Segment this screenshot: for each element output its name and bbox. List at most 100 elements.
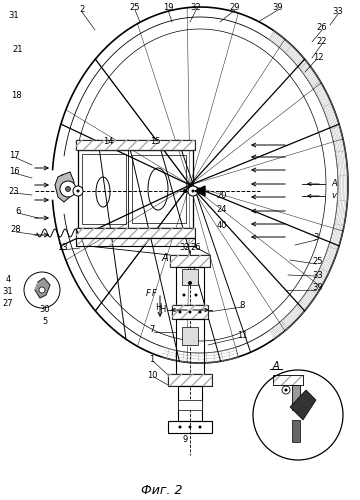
Bar — [172, 305, 208, 319]
Circle shape — [253, 370, 343, 460]
Bar — [132, 155, 186, 223]
Text: A: A — [162, 253, 168, 263]
Circle shape — [66, 186, 71, 192]
Text: 11: 11 — [237, 330, 247, 340]
Text: 32: 32 — [180, 244, 190, 252]
Bar — [182, 269, 198, 285]
Text: 17: 17 — [9, 150, 19, 160]
Text: 23: 23 — [9, 188, 19, 196]
Circle shape — [188, 281, 192, 285]
Bar — [168, 374, 212, 386]
Polygon shape — [290, 390, 316, 420]
Text: 8: 8 — [239, 300, 245, 310]
Bar — [168, 421, 212, 433]
Bar — [178, 400, 202, 410]
Bar — [292, 385, 300, 410]
Text: 29: 29 — [230, 4, 240, 13]
Text: 3: 3 — [313, 234, 319, 242]
Bar — [76, 238, 195, 246]
Text: 15: 15 — [150, 138, 160, 146]
Text: 16: 16 — [9, 168, 19, 176]
Bar — [78, 150, 193, 228]
Text: H: H — [159, 306, 165, 314]
Text: 24: 24 — [217, 206, 227, 214]
Text: 13: 13 — [57, 244, 67, 252]
Text: A: A — [273, 361, 279, 371]
Circle shape — [179, 426, 181, 428]
Circle shape — [189, 426, 192, 428]
Text: 5: 5 — [42, 318, 48, 326]
Circle shape — [73, 186, 83, 196]
Text: 26: 26 — [317, 24, 327, 32]
Text: F: F — [152, 288, 157, 298]
Bar — [273, 375, 303, 385]
Text: 31: 31 — [9, 12, 19, 20]
Bar — [168, 374, 212, 386]
Text: v: v — [332, 192, 337, 200]
Bar — [178, 386, 202, 421]
Circle shape — [179, 310, 181, 314]
Polygon shape — [35, 278, 50, 298]
Text: 22: 22 — [317, 38, 327, 46]
Text: 33: 33 — [333, 8, 343, 16]
Circle shape — [282, 386, 290, 394]
Text: 40: 40 — [217, 220, 227, 230]
Text: 33: 33 — [312, 270, 323, 280]
Text: 21: 21 — [13, 46, 23, 54]
Text: 39: 39 — [313, 284, 323, 292]
Text: 2: 2 — [79, 6, 85, 15]
Bar — [76, 228, 195, 238]
Text: 40: 40 — [334, 406, 344, 414]
Bar — [170, 255, 210, 267]
Bar — [76, 140, 195, 150]
Polygon shape — [195, 186, 205, 196]
Circle shape — [24, 272, 60, 308]
Circle shape — [194, 294, 198, 296]
Bar — [182, 327, 198, 345]
Text: 1: 1 — [149, 356, 155, 364]
Text: 19: 19 — [163, 4, 173, 13]
Text: H: H — [155, 304, 161, 312]
Circle shape — [183, 294, 185, 296]
Circle shape — [60, 181, 76, 197]
Text: 20: 20 — [217, 190, 227, 200]
Text: 9: 9 — [183, 436, 188, 444]
Bar — [273, 375, 303, 385]
Text: 26: 26 — [191, 244, 201, 252]
Circle shape — [39, 287, 45, 293]
Text: 25: 25 — [130, 4, 140, 13]
Text: Фиг. 2: Фиг. 2 — [141, 484, 183, 496]
Text: 32: 32 — [191, 4, 201, 13]
Circle shape — [189, 310, 192, 314]
Text: 27: 27 — [3, 300, 13, 308]
Bar — [176, 267, 204, 305]
Polygon shape — [55, 172, 74, 202]
Text: 18: 18 — [11, 90, 21, 100]
Text: 31: 31 — [3, 288, 13, 296]
Text: 39: 39 — [273, 4, 283, 13]
Bar — [76, 228, 195, 238]
Circle shape — [284, 388, 288, 392]
Text: 30: 30 — [40, 306, 50, 314]
Circle shape — [76, 190, 80, 192]
Circle shape — [183, 189, 187, 193]
Circle shape — [188, 186, 198, 196]
Circle shape — [198, 426, 202, 428]
Text: 7: 7 — [149, 326, 155, 334]
Bar — [82, 154, 126, 224]
Text: 4: 4 — [5, 276, 11, 284]
Text: 26: 26 — [295, 448, 305, 456]
Text: 39: 39 — [313, 448, 323, 456]
Text: 6: 6 — [15, 208, 21, 216]
Bar — [292, 420, 300, 442]
Bar — [172, 305, 208, 319]
Circle shape — [192, 190, 194, 192]
Bar — [176, 319, 204, 374]
Text: 12: 12 — [313, 54, 323, 62]
Text: F: F — [145, 288, 150, 298]
Bar — [76, 140, 195, 150]
Bar — [76, 238, 195, 246]
Text: 32: 32 — [278, 448, 288, 456]
Text: 14: 14 — [103, 138, 113, 146]
Text: 28: 28 — [11, 226, 21, 234]
